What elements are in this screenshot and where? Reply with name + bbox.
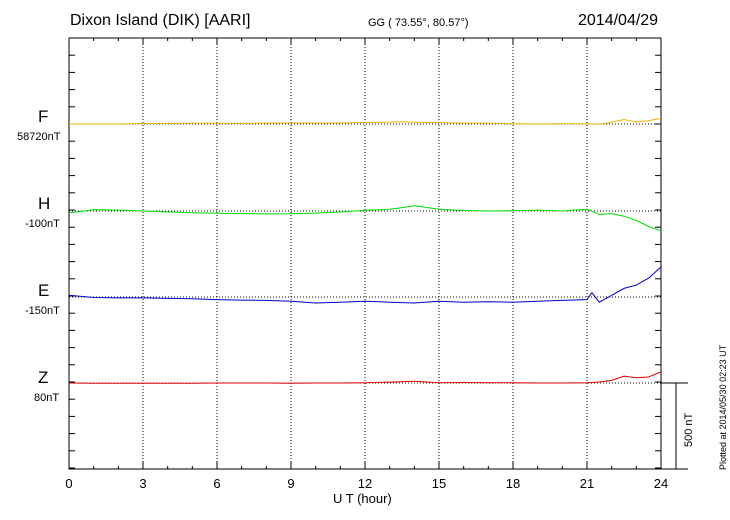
series-label-h: H [38, 194, 51, 213]
series-lines [68, 117, 662, 384]
baseline-z: 80nT [34, 392, 60, 404]
series-h-line [68, 205, 662, 232]
x-tick-label-6: 6 [213, 476, 220, 491]
baseline-e: -150nT [25, 305, 60, 317]
grid [69, 38, 661, 469]
series-f-line [69, 117, 662, 125]
x-tick-labels: 0 3 6 9 12 15 18 21 24 [65, 476, 668, 491]
x-tick-label-9: 9 [287, 476, 294, 491]
ticks [68, 37, 662, 469]
x-tick-label-21: 21 [580, 476, 594, 491]
series-z-line [68, 371, 662, 384]
plotted-note: Plotted at 2014/05/30 02:23 UT [718, 344, 728, 470]
series-label-z: Z [38, 368, 49, 387]
geographic-coords: GG ( 73.55°, 80.57°) [368, 17, 469, 29]
scale-label: 500 nT [683, 412, 695, 447]
x-tick-label-3: 3 [139, 476, 146, 491]
x-tick-label-24: 24 [654, 476, 668, 491]
series-label-f: F [38, 107, 49, 126]
x-tick-label-12: 12 [358, 476, 372, 491]
baseline-f: 58720nT [17, 131, 61, 143]
x-tick-label-0: 0 [65, 476, 72, 491]
date-label: 2014/04/29 [578, 12, 659, 29]
series-e-line [68, 266, 662, 304]
x-tick-label-15: 15 [432, 476, 446, 491]
series-label-e: E [38, 281, 50, 300]
baseline-h: -100nT [25, 218, 60, 230]
scale-bar [661, 382, 688, 470]
station-title: Dixon Island (DIK) [AARI] [70, 12, 251, 29]
x-axis-label: U T (hour) [333, 491, 392, 506]
x-tick-label-18: 18 [506, 476, 520, 491]
